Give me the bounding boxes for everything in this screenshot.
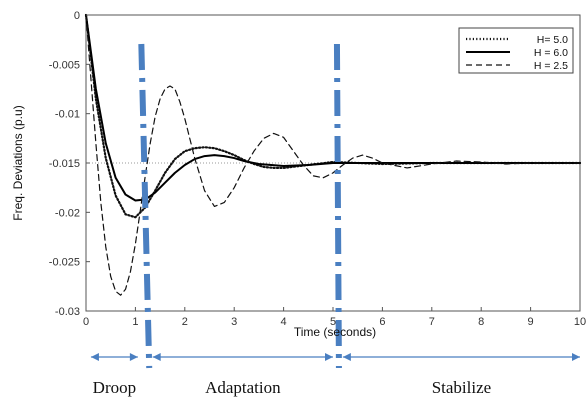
y-tick-label: -0.01	[55, 109, 80, 121]
y-tick-label: -0.005	[49, 59, 80, 71]
phase-divider	[333, 43, 342, 369]
series-layer	[84, 13, 582, 296]
x-tick-label: 7	[429, 316, 435, 328]
phase-label: Droop	[93, 378, 136, 397]
x-tick-label: 3	[231, 316, 237, 328]
x-tick-label: 6	[379, 316, 385, 328]
legend-entries: H= 5.0H = 6.0H = 2.5	[466, 34, 568, 72]
x-tick-label: 10	[574, 316, 586, 328]
series-line-dashed	[85, 14, 581, 296]
x-tick-label: 1	[132, 316, 138, 328]
x-tick-label: 0	[83, 316, 89, 328]
phase-divider	[138, 43, 153, 369]
y-tick-label: -0.015	[49, 158, 80, 170]
y-tick-label: -0.03	[55, 306, 80, 318]
phase-arrow	[90, 353, 138, 361]
y-tick-label: -0.02	[55, 207, 80, 219]
legend-label: H = 2.5	[534, 60, 568, 72]
phase-arrow	[152, 353, 333, 361]
y-tick-label: 0	[74, 10, 80, 22]
phase-arrow	[342, 353, 580, 361]
legend: H= 5.0H = 6.0H = 2.5	[458, 27, 574, 74]
y-tick-label: -0.025	[49, 257, 80, 269]
phase-label: Stabilize	[432, 378, 491, 397]
x-tick-label: 4	[281, 316, 287, 328]
legend-label: H= 5.0	[537, 34, 568, 46]
phase-annotations: Droop Adaptation Stabilize	[90, 353, 580, 397]
y-axis-label: Freq. Deviations (p.u)	[11, 105, 25, 220]
x-axis-ticks: 0 1 2 3 4 5 6 7 8 9 10	[83, 307, 586, 328]
x-tick-label: 9	[528, 316, 534, 328]
x-tick-label: 8	[478, 316, 484, 328]
legend-label: H = 6.0	[534, 47, 568, 59]
x-tick-label: 5	[330, 316, 336, 328]
series-line-solid	[85, 14, 581, 202]
phase-label: Adaptation	[205, 378, 281, 397]
x-tick-label: 2	[182, 316, 188, 328]
y-axis-ticks: 0 -0.005 -0.01 -0.015 -0.02 -0.025 -0.03	[49, 10, 90, 318]
phase-divider-layer	[138, 43, 342, 369]
x-axis-label: Time (seconds)	[294, 325, 376, 339]
